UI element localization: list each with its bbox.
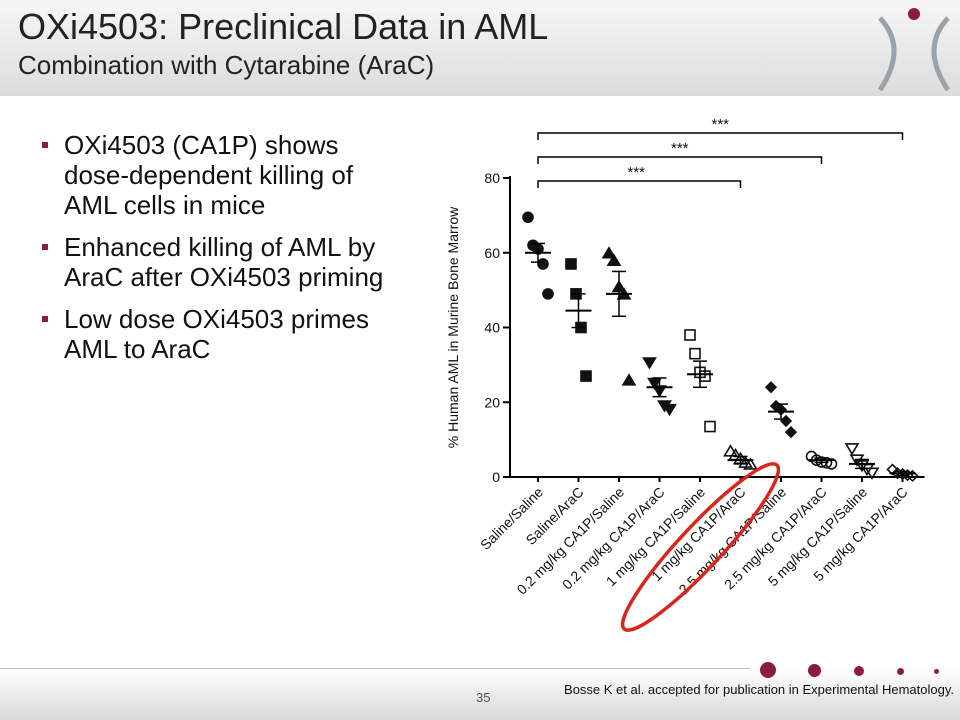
significance-label: ***	[711, 116, 729, 133]
footer-divider	[0, 668, 750, 669]
y-tick-label: 80	[484, 170, 500, 186]
footer-dot-icon	[808, 664, 821, 677]
data-point	[825, 458, 838, 470]
data-point	[779, 414, 793, 428]
footer-dot-icon	[934, 669, 939, 674]
data-point	[689, 347, 701, 360]
data-point	[864, 467, 880, 480]
significance-bracket	[537, 180, 742, 188]
y-tick-label: 20	[484, 394, 500, 410]
scatter-dot-plot: 0 20 40 60 80 % Human AML in Murine Bone Marr…	[445, 116, 925, 632]
y-tick-label: 60	[484, 245, 500, 261]
page-number: 35	[476, 690, 491, 705]
data-point	[886, 463, 899, 476]
data-point	[844, 443, 860, 456]
bullet-text: OXi4503 (CA1P) shows dose-dependent kill…	[64, 130, 354, 220]
significance-bracket	[537, 132, 904, 140]
y-axis-label: % Human AML in Murine Bone Marrow	[445, 206, 461, 448]
data-point	[537, 258, 549, 270]
data-point	[723, 444, 738, 457]
footer-dot-icon	[760, 662, 776, 678]
data-point	[606, 253, 622, 267]
data-point	[684, 329, 696, 341]
data-point	[542, 288, 554, 300]
bullet-text: Enhanced killing of AML by AraC after OX…	[64, 232, 384, 292]
footer-dot-icon	[897, 668, 904, 675]
significance-bracket	[537, 156, 823, 164]
data-point	[565, 258, 577, 270]
slide-subtitle: Combination with Cytarabine (AraC)	[18, 50, 435, 80]
data-point	[764, 381, 778, 394]
data-point	[522, 211, 534, 224]
data-point	[642, 357, 657, 370]
bullet-marker-icon	[42, 244, 48, 250]
logo-dot-icon	[908, 8, 920, 20]
citation: Bosse K et al. accepted for publication …	[564, 682, 954, 697]
data-point	[580, 370, 592, 382]
y-tick-label: 40	[484, 320, 500, 336]
data-point	[621, 373, 637, 386]
highlight-ellipse	[620, 462, 781, 632]
bullet-marker-icon	[42, 142, 48, 148]
data-point	[704, 420, 716, 433]
company-logo-icon	[877, 8, 951, 92]
bullet-item: OXi4503 (CA1P) shows dose-dependent kill…	[38, 130, 398, 220]
y-tick-label: 0	[492, 469, 500, 485]
bullet-item: Low dose OXi4503 primes AML to AraC	[38, 304, 398, 364]
bullet-item: Enhanced killing of AML by AraC after OX…	[38, 232, 398, 292]
bullet-marker-icon	[42, 316, 48, 322]
significance-label: ***	[627, 164, 645, 181]
data-point	[784, 426, 798, 439]
data-point	[662, 403, 677, 417]
footer-dot-icon	[854, 666, 864, 676]
slide-footer: 35 Bosse K et al. accepted for publicati…	[0, 662, 960, 720]
slide-header: OXi4503: Preclinical Data in AML Combina…	[0, 0, 960, 96]
bullet-list: OXi4503 (CA1P) shows dose-dependent kill…	[38, 130, 398, 376]
data-point	[601, 246, 617, 259]
significance-label: ***	[671, 140, 689, 157]
chart-layer: 0 20 40 60 80 % Human AML in Murine Bone Marr…	[445, 116, 925, 632]
slide-title: OXi4503: Preclinical Data in AML	[18, 6, 549, 47]
bullet-text: Low dose OXi4503 primes AML to AraC	[64, 304, 369, 364]
